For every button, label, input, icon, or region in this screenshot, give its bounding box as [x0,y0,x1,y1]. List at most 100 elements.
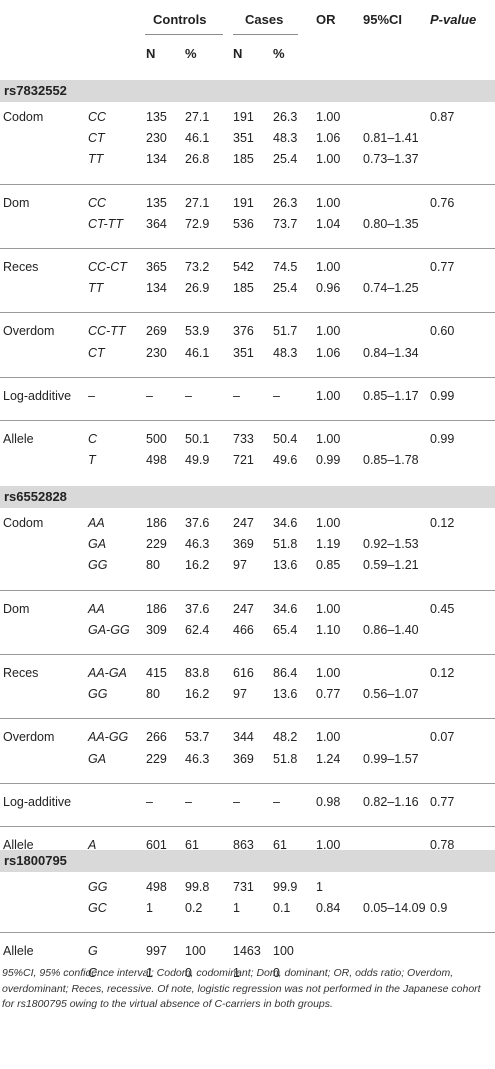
p-value-cell: 0.60 [430,324,455,339]
header-p-value: P-value [430,12,477,27]
cases-pct-cell: – [273,794,280,809]
genotype-cell: CC [88,195,107,210]
cases-pct-cell: – [273,388,280,403]
genotype-cell: CT [88,345,105,360]
genotype-cell: G [88,944,98,959]
genotype-cell: GA [88,751,107,766]
controls-n-cell: 498 [146,453,167,468]
genotype-cell: GG [88,880,108,894]
genotype-cell: GA [88,537,107,552]
or-cell: 0.98 [316,794,341,809]
genotype-cell: CC-CT [88,260,127,274]
cases-n-cell: 542 [233,260,254,274]
p-value-cell: 0.99 [430,432,455,446]
cases-n-cell: 185 [233,152,254,167]
genotype-cell: TT [88,281,104,296]
controls-n-cell: 997 [146,944,167,959]
genotype-cell: T [88,453,96,468]
p-value-cell: 0.99 [430,388,455,403]
cases-pct-cell: 34.6 [273,601,298,616]
or-cell: 1.00 [316,388,341,403]
p-value-cell: 0.12 [430,666,455,680]
snp-section-header: rs7832552 [0,80,495,102]
genotype-cell: GC [88,901,107,916]
model-label: Reces [3,666,39,680]
controls-pct-cell: 73.2 [185,260,210,274]
cases-pct-cell: 13.6 [273,687,298,702]
controls-n-cell: 601 [146,838,167,852]
controls-underline [145,34,223,35]
or-cell: 0.96 [316,281,341,296]
cases-pct-cell: 100 [273,944,294,959]
cases-n-cell: 247 [233,516,254,530]
model-label: Codom [3,110,44,124]
controls-pct-cell: 100 [185,944,206,959]
cases-pct-cell: 50.4 [273,432,298,446]
cases-pct-cell: 26.3 [273,110,298,124]
cases-n-cell: 863 [233,838,254,852]
model-label: Log-additive [3,794,72,809]
controls-n-cell: 365 [146,260,167,274]
ci-cell: 0.56–1.07 [363,687,419,702]
genotype-cell: AA-GA [88,666,127,680]
cases-n-cell: 344 [233,730,254,745]
p-value-cell: 0.9 [430,901,448,916]
cases-pct-cell: 25.4 [273,281,298,296]
cases-pct-cell: 51.7 [273,324,298,339]
header-ci: 95%CI [363,12,403,27]
cases-underline [233,34,298,35]
ci-cell: 0.85–1.78 [363,453,419,468]
genotype-cell: CC [88,110,107,124]
controls-pct-cell: – [185,388,192,403]
ci-cell: 0.81–1.41 [363,131,419,146]
cases-pct-cell: 48.2 [273,730,298,745]
header-cases-n: N [233,46,243,61]
controls-pct-cell: 46.3 [185,751,210,766]
controls-n-cell: 80 [146,687,160,702]
model-label: Overdom [3,730,55,745]
controls-n-cell: 498 [146,880,167,894]
cases-n-cell: 731 [233,880,254,894]
table-footnote: 95%CI, 95% confidence interval; Codom, c… [2,967,481,1010]
ci-cell: 0.74–1.25 [363,281,419,296]
ci-cell: 0.59–1.21 [363,558,419,573]
controls-pct-cell: 27.1 [185,110,210,124]
controls-pct-cell: 50.1 [185,432,210,446]
controls-pct-cell: 37.6 [185,516,210,530]
controls-pct-cell: 62.4 [185,622,210,637]
group-separator [0,420,495,421]
or-cell: 1.06 [316,345,341,360]
controls-pct-cell: 0 [185,965,192,980]
controls-n-cell: 229 [146,537,167,552]
cases-n-cell: 191 [233,110,254,124]
cases-pct-cell: 99.9 [273,880,298,894]
cases-pct-cell: 48.3 [273,131,298,146]
controls-pct-cell: 53.9 [185,324,210,339]
or-cell: 1.00 [316,730,341,745]
genotype-cell: CC-TT [88,324,126,339]
cases-pct-cell: 86.4 [273,666,298,680]
genotype-cell: TT [88,152,104,167]
or-cell: 1.00 [316,324,341,339]
controls-pct-cell: – [185,794,192,809]
genotype-cell: AA-GG [88,730,129,745]
controls-pct-cell: 37.6 [185,601,210,616]
genotype-cell: GG [88,558,108,573]
snp-name: rs6552828 [4,489,67,504]
controls-pct-cell: 53.7 [185,730,210,745]
controls-n-cell: 186 [146,516,167,530]
cases-n-cell: 733 [233,432,254,446]
controls-pct-cell: 27.1 [185,195,210,210]
or-cell: 1.24 [316,751,341,766]
ci-cell: 0.80–1.35 [363,216,419,231]
controls-n-cell: – [146,794,153,809]
or-cell: 1.19 [316,537,341,552]
model-label: Allele [3,944,34,959]
ci-cell: 0.82–1.16 [363,794,419,809]
controls-n-cell: – [146,388,153,403]
cases-pct-cell: 49.6 [273,453,298,468]
controls-n-cell: 1 [146,965,153,980]
group-separator [0,782,495,784]
cases-n-cell: 97 [233,687,247,702]
controls-n-cell: 134 [146,152,167,167]
